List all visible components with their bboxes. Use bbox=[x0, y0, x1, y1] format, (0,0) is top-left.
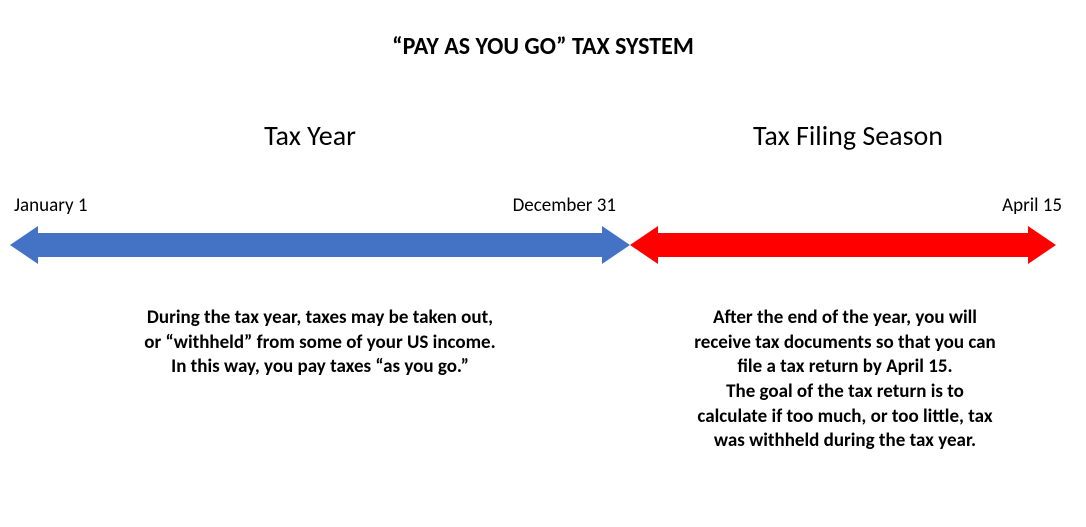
date-label-dec31: December 31 bbox=[513, 194, 616, 217]
tax-year-description: During the tax year, taxes may be taken … bbox=[70, 306, 570, 380]
tax-year-heading: Tax Year bbox=[0, 118, 620, 153]
arrow-head-left bbox=[630, 226, 658, 264]
date-label-jan1: January 1 bbox=[14, 194, 87, 217]
date-label-apr15: April 15 bbox=[1002, 194, 1062, 217]
filing-season-arrow bbox=[630, 226, 1056, 264]
tax-year-arrow bbox=[10, 226, 630, 264]
arrow-bar bbox=[38, 233, 602, 257]
arrow-head-right bbox=[602, 226, 630, 264]
arrow-bar bbox=[658, 233, 1028, 257]
arrow-head-left bbox=[10, 226, 38, 264]
page-title: “PAY AS YOU GO” TAX SYSTEM bbox=[0, 32, 1086, 61]
timeline-container bbox=[10, 226, 1056, 264]
arrow-head-right bbox=[1028, 226, 1056, 264]
filing-season-description: After the end of the year, you willrecei… bbox=[640, 306, 1050, 454]
tax-filing-heading: Tax Filing Season bbox=[620, 118, 1076, 153]
